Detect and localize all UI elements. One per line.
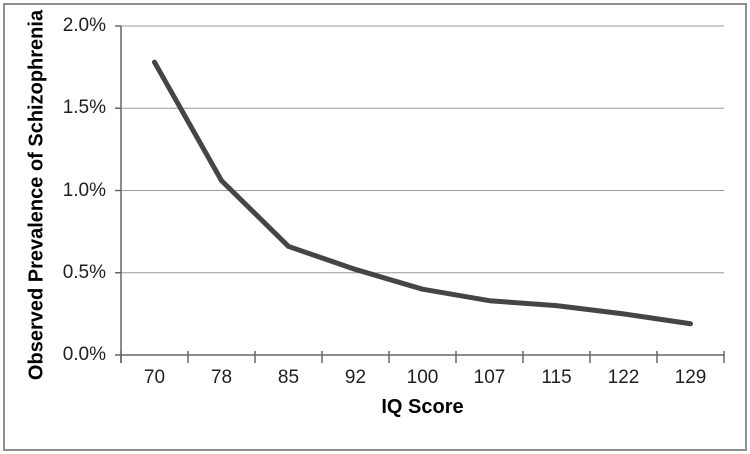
x-tick-label: 107 [473, 367, 506, 388]
y-axis-title: Observed Prevalence of Schizophrenia [25, 9, 48, 381]
y-tick-label: 1.5% [62, 97, 106, 119]
y-tick-label: 0.5% [62, 261, 106, 283]
x-tick-label: 78 [210, 367, 233, 388]
data-line-series [152, 59, 693, 327]
x-tick-label: 70 [143, 367, 166, 388]
y-tick-label: 2.0% [62, 15, 106, 36]
y-tick-label: 1.0% [62, 179, 106, 201]
x-tick-label: 92 [344, 367, 367, 388]
x-tick-label: 129 [674, 367, 707, 388]
x-axis-title: IQ Score [381, 396, 464, 418]
x-tick-label: 100 [406, 367, 439, 388]
x-tick-label: 85 [277, 367, 300, 388]
x-tick-label: 122 [607, 367, 640, 388]
x-tick-label: 115 [541, 367, 572, 388]
y-tick-label: 0.0% [62, 344, 106, 365]
